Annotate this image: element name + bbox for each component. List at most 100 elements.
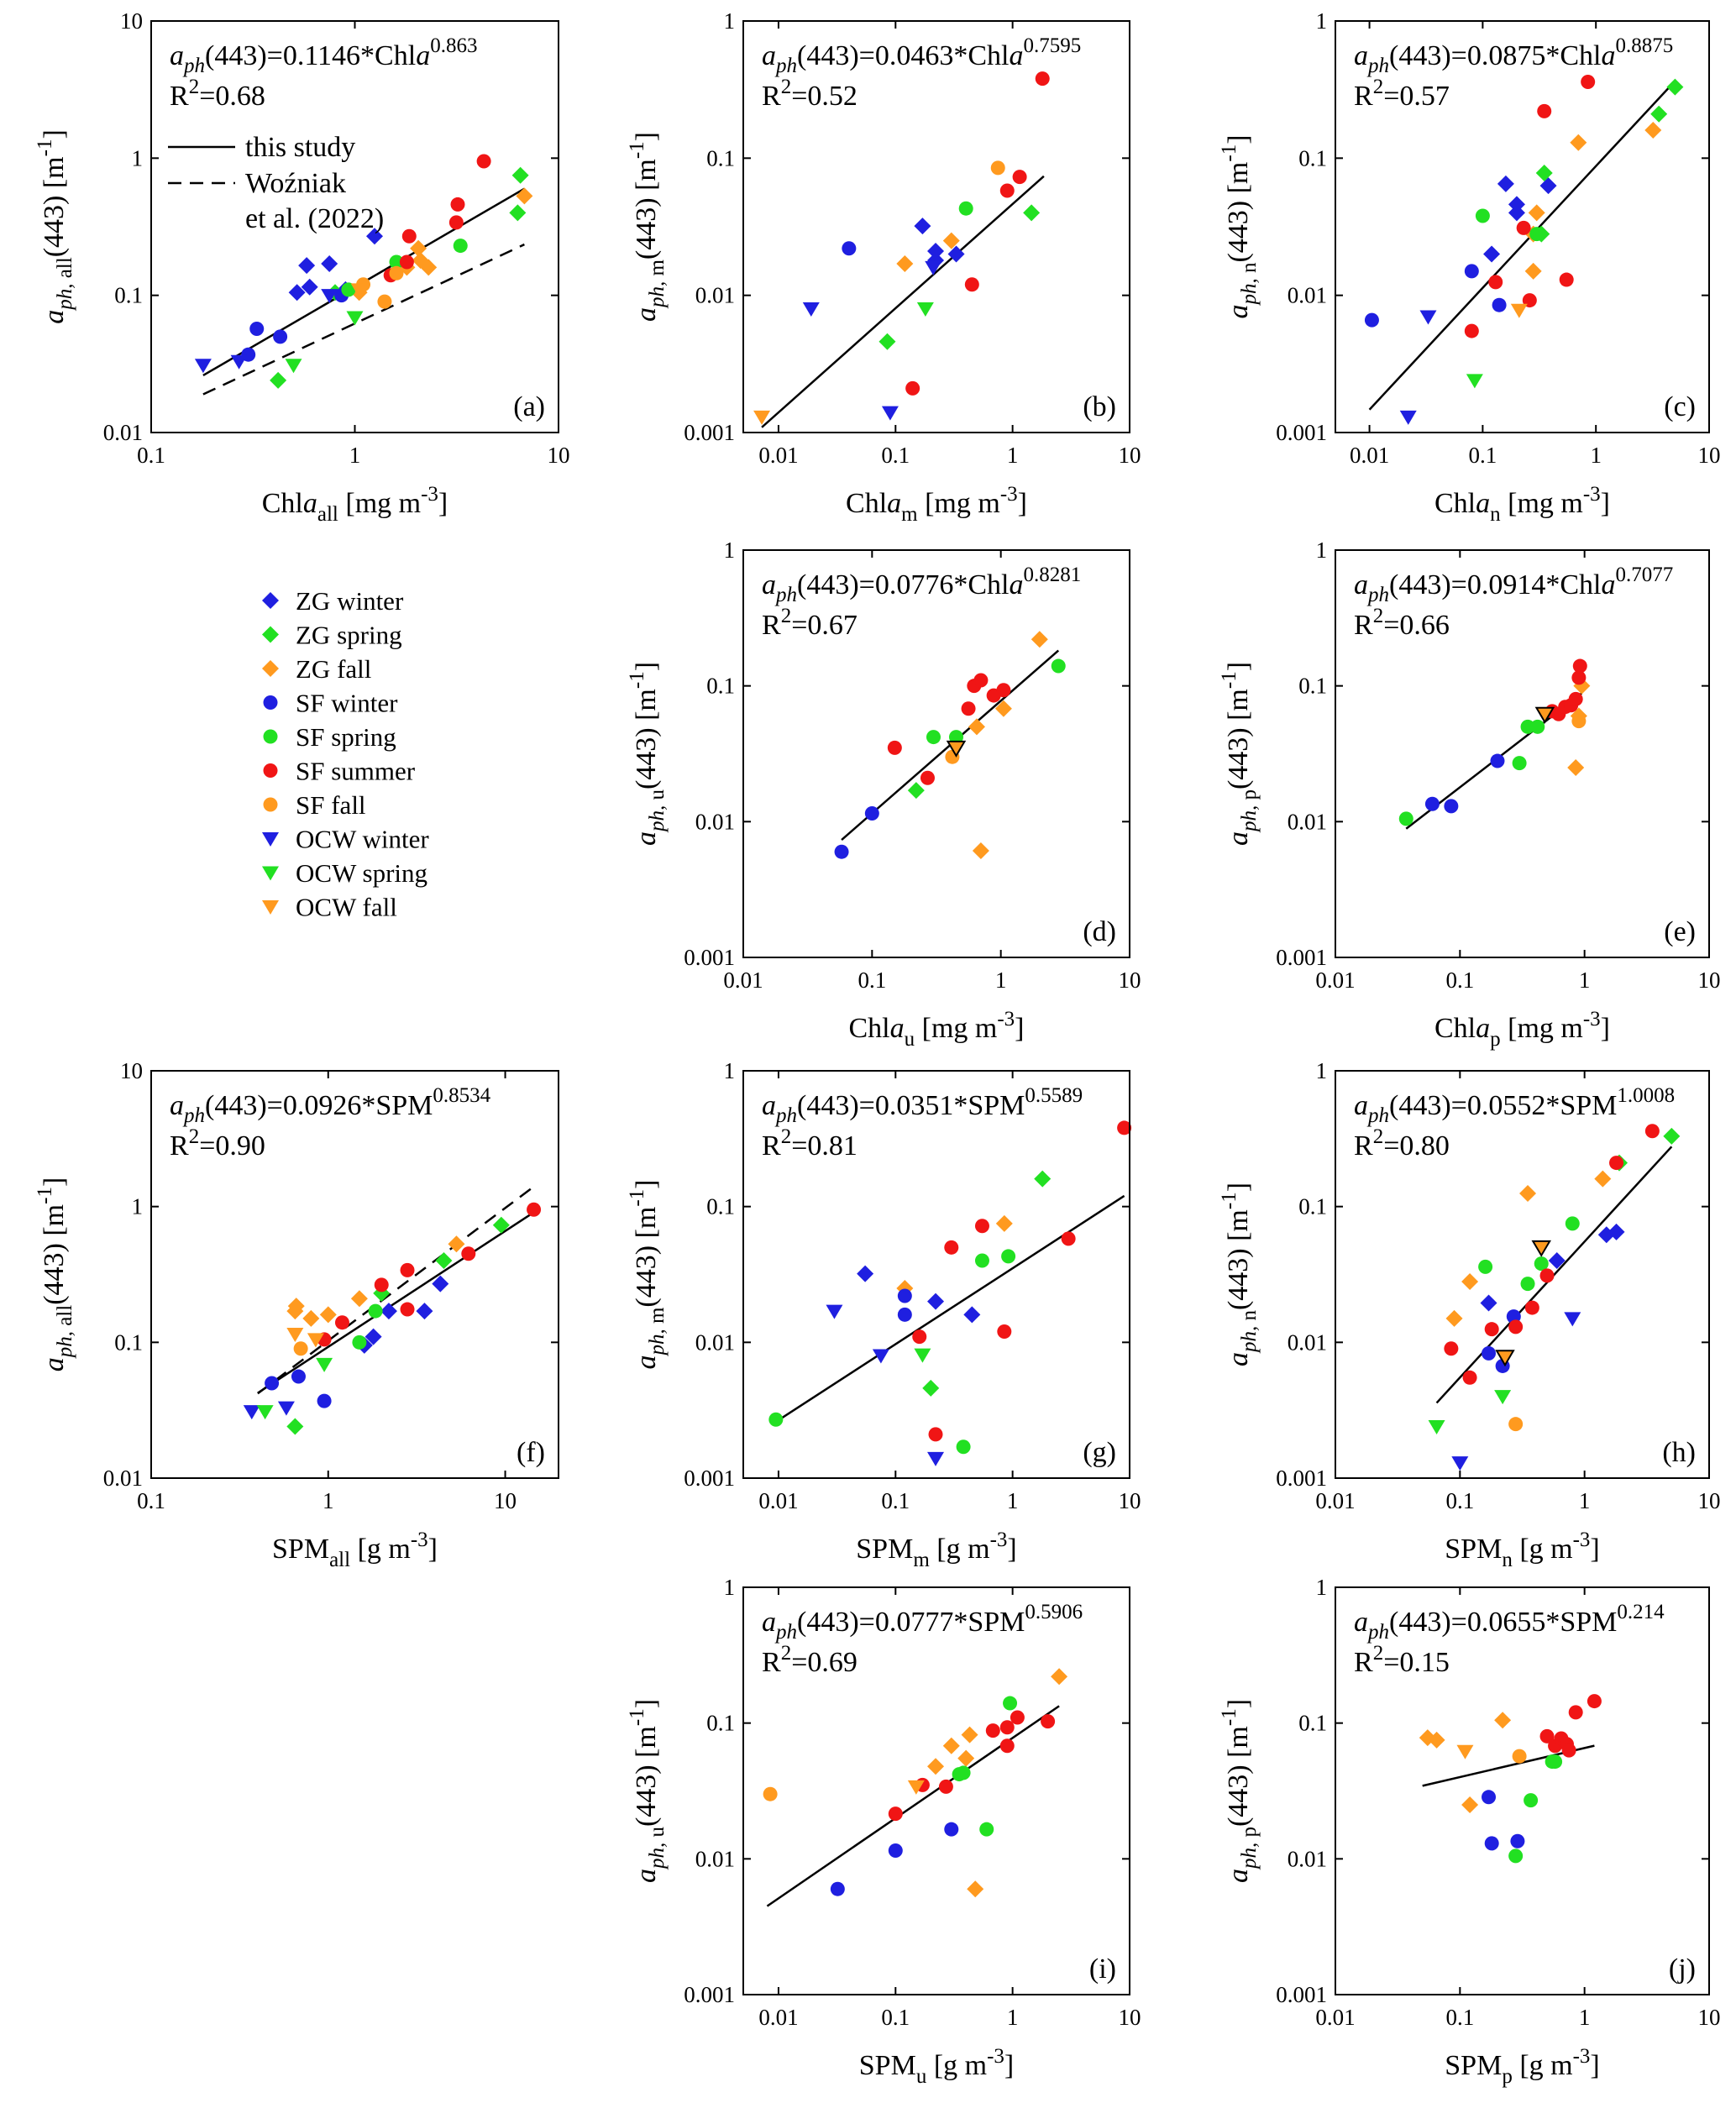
y-tick-label: 0.01 (695, 1846, 735, 1871)
x-axis-label: SPMp [g m-3] (1445, 2045, 1600, 2088)
y-tick-label: 0.001 (684, 945, 735, 970)
data-point (1508, 1319, 1524, 1335)
x-axis-label: Chlaall [mg m-3] (262, 483, 448, 526)
y-tick-label: 0.1 (114, 283, 143, 308)
data-point (1428, 1731, 1445, 1749)
data-point (435, 1252, 453, 1270)
data-point (999, 1738, 1015, 1754)
data-point (352, 1335, 367, 1350)
y-tick-label: 10 (120, 1058, 143, 1083)
data-point (1644, 1124, 1660, 1139)
legend-entry-label: OCW spring (296, 858, 427, 888)
data-point (887, 740, 902, 755)
data-point (1497, 175, 1514, 192)
data-point (972, 842, 989, 860)
data-point (1594, 1170, 1612, 1188)
data-point (432, 1275, 449, 1293)
x-tick-label: 10 (548, 443, 570, 468)
data-point (912, 1329, 927, 1345)
data-point (321, 255, 338, 273)
data-point (511, 166, 529, 184)
data-point (1508, 196, 1525, 213)
plot-frame (742, 1070, 1130, 1479)
data-point (389, 254, 404, 270)
data-point (996, 683, 1011, 698)
fit-line (775, 1194, 1125, 1423)
data-point (1548, 1252, 1566, 1270)
fit-equation: aph(443)=0.0351*SPM0.5589 (762, 1084, 1083, 1127)
panel-h: 0.01 0.1 1 100.0010.010.11aph(443)=0.0552*S… (1218, 1058, 1721, 1571)
x-tick-label: 0.01 (1315, 1488, 1355, 1513)
y-tick-label: 0.01 (103, 420, 143, 445)
line-legend: this study Woźniak et al. (2022) (168, 132, 384, 234)
data-point (1524, 1300, 1539, 1315)
data-point (956, 1439, 971, 1455)
legend-marker (263, 695, 278, 710)
data-point (285, 359, 302, 374)
data-point (994, 700, 1012, 717)
data-point (1529, 227, 1545, 242)
data-point (968, 718, 985, 736)
data-point (1524, 262, 1542, 280)
data-point (897, 1307, 912, 1322)
fit-line (761, 175, 1045, 428)
x-tick-label: 1 (323, 1488, 334, 1513)
r-squared: R2=0.15 (1354, 1642, 1450, 1678)
data-point (365, 1328, 382, 1345)
data-point (492, 1216, 510, 1234)
data-point (1003, 1696, 1018, 1711)
data-point (1666, 78, 1684, 96)
x-tick-label: 1 (1590, 443, 1602, 468)
y-tick-label: 0.01 (103, 1466, 143, 1491)
data-point (1565, 1216, 1580, 1231)
r-squared: R2=0.68 (170, 76, 265, 112)
data-point (286, 1328, 304, 1343)
y-tick-label: 0.1 (114, 1329, 143, 1355)
fit-equation: aph(443)=0.0655*SPM0.214 (1354, 1601, 1665, 1644)
data-point (380, 1303, 397, 1320)
data-point (1524, 1793, 1539, 1808)
x-axis-label: Chlap [mg m-3] (1434, 1008, 1610, 1051)
legend-marker (262, 832, 279, 847)
legend-marker (263, 797, 278, 812)
data-point (834, 844, 849, 859)
data-point (509, 204, 527, 222)
x-tick-label: 10 (1119, 1488, 1141, 1513)
data-point (896, 255, 914, 273)
y-tick-label: 0.1 (706, 674, 735, 699)
data-point (1510, 303, 1528, 318)
legend-entry-label: OCW fall (296, 893, 397, 922)
data-point (928, 1427, 943, 1442)
panel-c: 0.01 0.1 1 10 0.001 0.01 0.1 1 aph(443)=0.0875*C… (1218, 8, 1721, 526)
data-point (842, 241, 857, 256)
data-point (1520, 1277, 1535, 1292)
data-point (957, 1749, 975, 1767)
legend-label-dashed-cont: et al. (2022) (245, 203, 384, 234)
y-tick-label: 0.01 (1288, 1329, 1327, 1355)
data-point (1478, 1259, 1493, 1274)
x-tick-label: 1 (1579, 1488, 1591, 1513)
data-point (291, 1369, 306, 1384)
panel-label: (h) (1662, 1437, 1696, 1468)
data-point (916, 302, 934, 317)
panel-label: (a) (513, 391, 545, 422)
y-axis-label: aph, p(443) [m-1] (1218, 662, 1261, 846)
data-point (1494, 1390, 1512, 1405)
data-point (1428, 1420, 1445, 1435)
data-point (1608, 1223, 1625, 1240)
data-point (1516, 220, 1531, 235)
data-point (826, 1304, 843, 1319)
data-point (1508, 1417, 1524, 1432)
series-legend: ZG winter ZG spring ZG fall SF winter SF spr… (262, 586, 429, 922)
data-point (927, 1758, 945, 1775)
data-point (927, 1451, 945, 1466)
data-point (914, 218, 931, 235)
panel-label: (b) (1083, 391, 1116, 422)
fit-line (1368, 80, 1676, 411)
data-point (974, 1219, 989, 1234)
data-point (958, 201, 973, 216)
x-tick-label: 0.01 (1315, 2005, 1355, 2030)
data-point (967, 1880, 984, 1898)
data-point (1482, 1345, 1497, 1361)
